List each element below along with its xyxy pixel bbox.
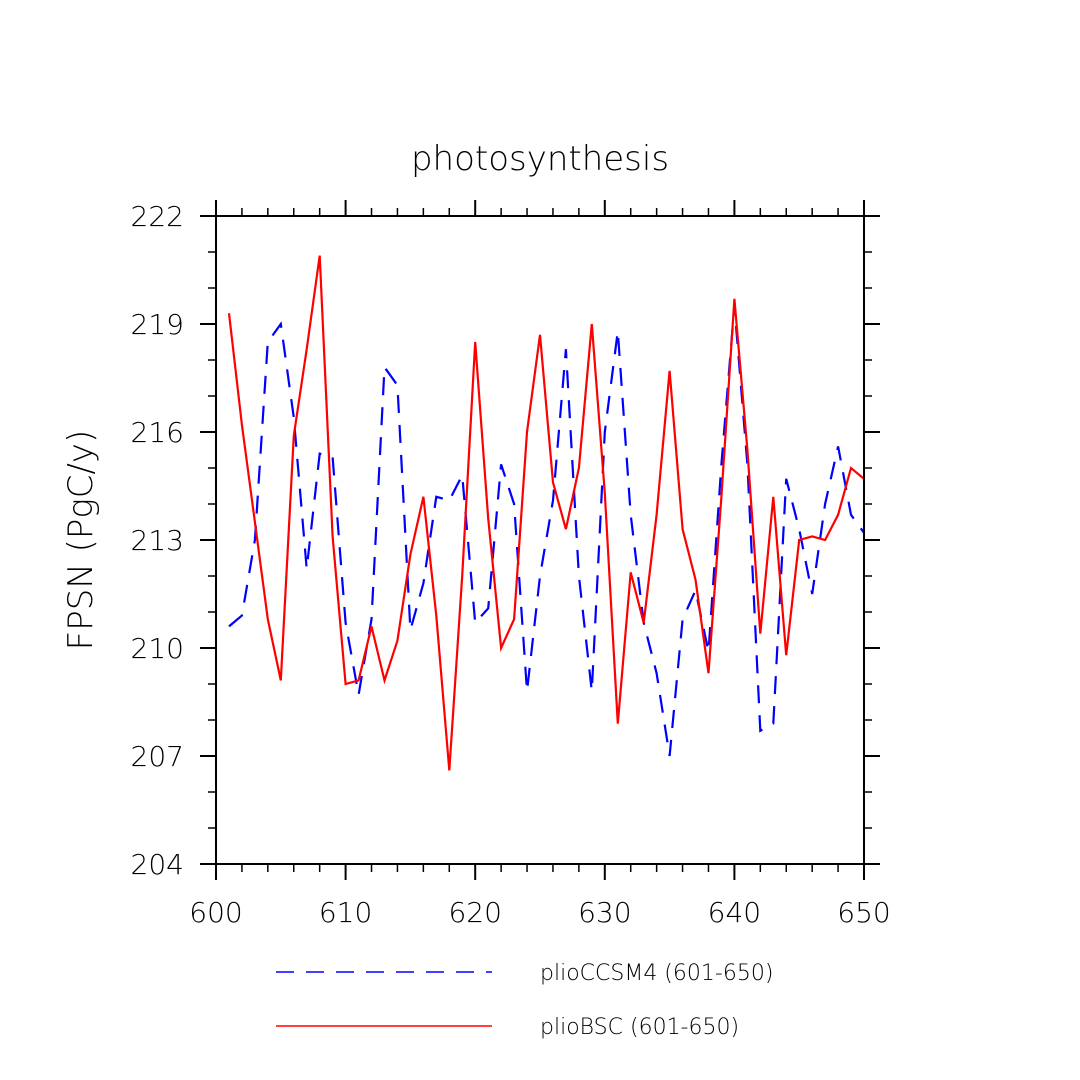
series-line-0: [228, 305, 865, 757]
x-tick-label: 640: [708, 896, 761, 929]
y-tick-label: 207: [131, 740, 184, 773]
plot-lines: [227, 255, 865, 771]
series-line-1: [227, 255, 865, 771]
legend-label-0: plioCCSM4 (601-650): [540, 961, 773, 986]
x-tick-label: 650: [837, 896, 890, 929]
axis-ticks: 600 610 620 630 640 650 204 207 210 213 216 219 222: [131, 200, 891, 929]
y-tick-label: 222: [131, 200, 184, 233]
chart-title: photosynthesis: [411, 139, 669, 179]
legend: plioCCSM4 (601-650) plioBSC (601-650): [276, 961, 773, 1040]
plot-frame: [215, 215, 865, 865]
x-tick-label: 610: [319, 896, 372, 929]
x-tick-label: 630: [578, 896, 631, 929]
x-tick-label: 620: [448, 896, 501, 929]
y-tick-label: 204: [131, 848, 184, 881]
y-tick-label: 219: [131, 308, 184, 341]
y-axis-label: FPSN (PgC/y): [61, 430, 101, 651]
legend-label-1: plioBSC (601-650): [540, 1015, 739, 1040]
y-tick-label: 213: [131, 524, 184, 557]
y-tick-label: 210: [131, 632, 184, 665]
y-tick-label: 216: [131, 416, 184, 449]
x-tick-label: 600: [189, 896, 242, 929]
